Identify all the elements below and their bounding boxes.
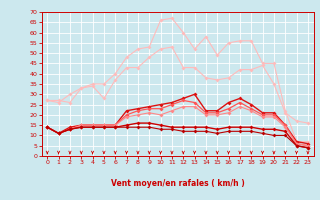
X-axis label: Vent moyen/en rafales ( km/h ): Vent moyen/en rafales ( km/h ) [111, 179, 244, 188]
